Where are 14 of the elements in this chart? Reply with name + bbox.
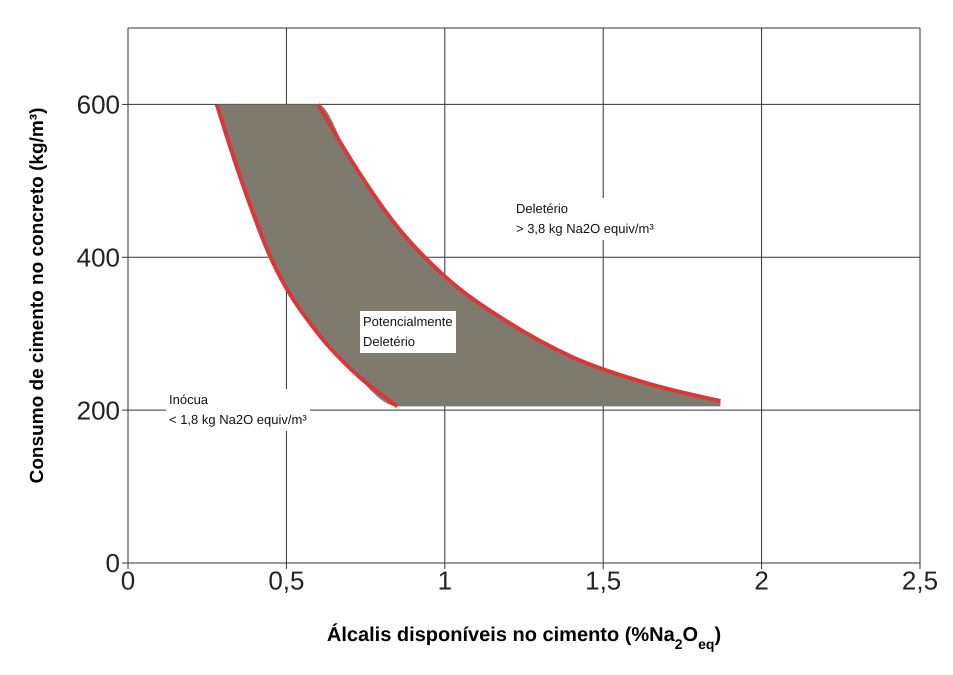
- y-tick-label: 600: [76, 90, 120, 120]
- x-axis-title: Álcalis disponíveis no cimento (%Na$_{2}$O$_{eq}$): [326, 623, 722, 652]
- x-tick-label: 0,5: [268, 565, 304, 596]
- x-tick-label: 2,5: [902, 565, 938, 596]
- x-tick-label: 1: [438, 565, 452, 596]
- annotation: Potencialmente Deletério: [363, 312, 453, 352]
- x-tick-label: 1,5: [585, 565, 622, 596]
- annotation: Inócua < 1,8 kg Na2O equiv/m³: [169, 390, 307, 430]
- y-axis-title: Consumo de cimento no concreto (kg/m³): [27, 108, 48, 484]
- annotation: Deletério > 3,8 kg Na2O equiv/m³: [516, 199, 654, 239]
- line-series: [316, 102, 722, 403]
- x-tick-label: 2: [754, 565, 769, 596]
- y-tick-label: 400: [76, 242, 120, 273]
- y-tick-label: 200: [76, 395, 120, 426]
